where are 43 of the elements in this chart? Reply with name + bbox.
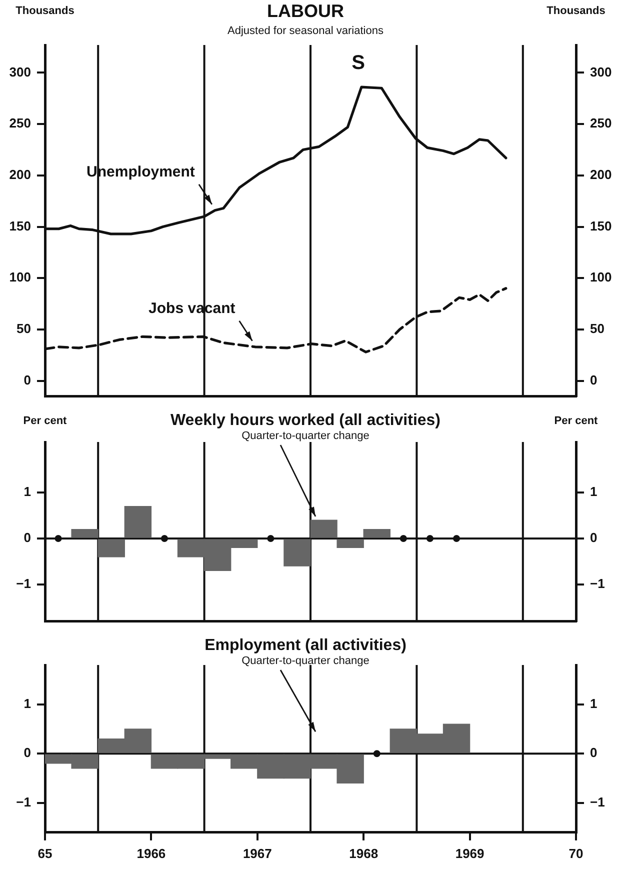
x-tick-label: 1966 [136, 846, 166, 861]
chart-subtitle: Adjusted for seasonal variations [228, 25, 384, 37]
y2-tick-label: 0 [590, 745, 598, 760]
y2-tick-label: 200 [590, 166, 612, 182]
y2-tick-label: 250 [590, 116, 612, 131]
chart-subtitle: Quarter-to-quarter change [242, 430, 370, 442]
y-tick-label: 50 [16, 321, 31, 336]
x-tick-label: 70 [568, 846, 584, 861]
y2-tick-label: 1 [590, 484, 598, 500]
chart-title: Weekly hours worked (all activities) [170, 412, 441, 429]
y-tick-label: 0 [24, 745, 31, 760]
chart-title: LABOUR [267, 1, 344, 21]
y-tick-label: 200 [9, 166, 31, 182]
y-tick-label: 250 [9, 116, 31, 131]
y2-tick-label: 50 [590, 321, 604, 336]
y2-tick-label: 300 [590, 64, 612, 80]
y-tick-label: 1 [24, 484, 31, 500]
y-tick-label: −1 [16, 794, 31, 810]
y-tick-label: −1 [16, 576, 31, 592]
y-tick-label: 300 [9, 64, 31, 80]
y-tick-label: 1 [24, 696, 31, 711]
y2-tick-label: −1 [590, 794, 605, 810]
x-tick-label: 65 [38, 846, 52, 861]
x-tick-label: 1967 [242, 846, 272, 861]
x-tick-label: 1968 [349, 846, 378, 861]
chart-title: Employment (all activities) [204, 637, 406, 654]
y-tick-label: 0 [24, 372, 31, 388]
y2-tick-label: 0 [590, 372, 598, 388]
y2-tick-label: 150 [590, 218, 612, 234]
chart-subtitle: Quarter-to-quarter change [242, 655, 370, 667]
x-tick-label: 1969 [455, 846, 484, 861]
y-axis-title: Thousands [16, 5, 74, 17]
y2-axis-title: Thousands [546, 5, 606, 17]
y2-tick-label: 0 [590, 530, 598, 546]
y2-tick-label: −1 [590, 576, 605, 592]
y-tick-label: 0 [24, 530, 31, 546]
y-tick-label: 150 [9, 218, 31, 234]
y2-axis-title: Per cent [554, 415, 598, 427]
annotation: S [352, 52, 365, 74]
y-tick-label: 100 [9, 270, 31, 285]
y2-tick-label: 1 [590, 696, 598, 711]
y2-tick-label: 100 [590, 270, 612, 285]
y-axis-title: Per cent [23, 415, 68, 427]
